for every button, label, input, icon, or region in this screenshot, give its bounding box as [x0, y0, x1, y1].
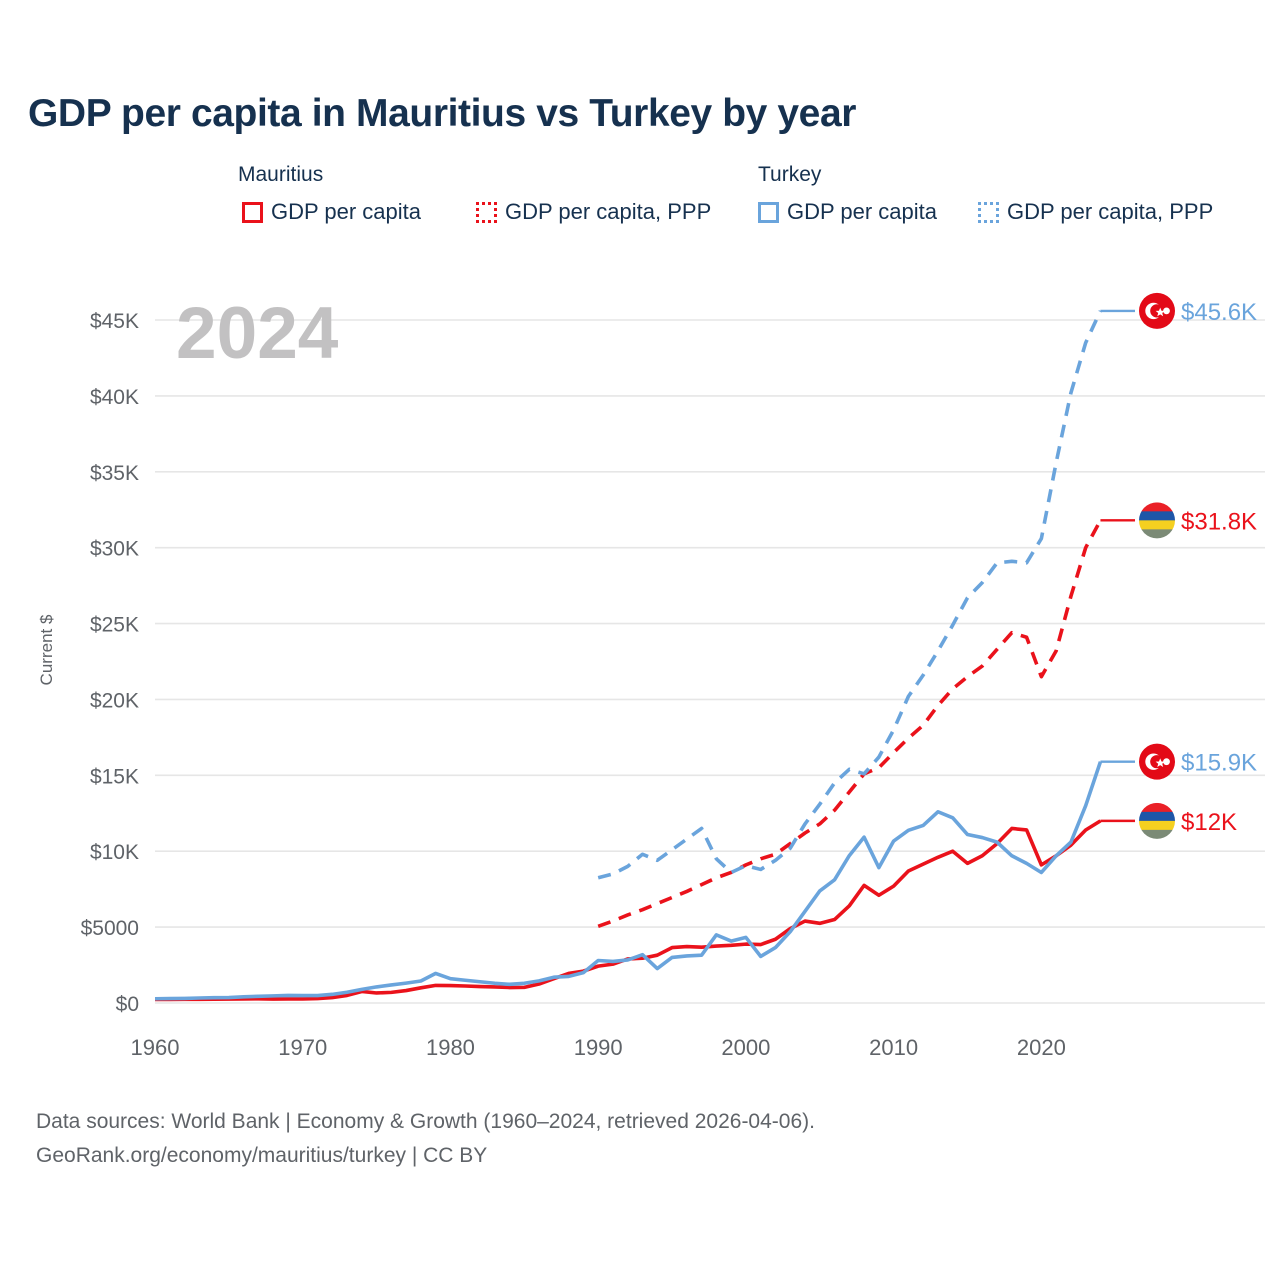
legend-item-turkey-gdp-ppp[interactable]: GDP per capita, PPP [978, 199, 1213, 225]
y-tick-label: $20K [90, 689, 139, 712]
y-tick-label: $30K [90, 538, 139, 561]
x-tick-label: 1960 [131, 1035, 180, 1060]
end-label-turkey: $15.9K [1100, 743, 1257, 780]
legend-group-headings: Mauritius Turkey [238, 163, 1268, 191]
x-tick-label: 2020 [1017, 1035, 1066, 1060]
series-line [154, 761, 1103, 1001]
legend-item-mauritius-gdp-ppp[interactable]: GDP per capita, PPP [476, 199, 711, 225]
y-tick-label: $5000 [81, 917, 139, 940]
legend-items: GDP per capita GDP per capita, PPP GDP p… [238, 199, 1268, 233]
end-label-mauritius: $12K [1100, 802, 1237, 839]
legend-label: GDP per capita, PPP [505, 199, 712, 224]
end-label-value: $12K [1181, 809, 1237, 836]
y-tick-label: $25K [90, 614, 139, 637]
end-label-value: $45.6K [1181, 299, 1257, 326]
legend-label: GDP per capita, PPP [1007, 199, 1214, 224]
legend-label: GDP per capita [787, 199, 938, 224]
legend-item-turkey-gdp[interactable]: GDP per capita [758, 199, 937, 225]
legend-label: GDP per capita [271, 199, 422, 224]
x-tick-label: 2000 [721, 1035, 770, 1060]
y-axis-ticks: $45K $40K $35K $30K $25K $20K $15K $10K $5000 $0 [81, 310, 139, 1016]
footer-sources: Data sources: World Bank | Economy & Gro… [36, 1105, 815, 1173]
legend-swatch-dotted-blue [978, 201, 999, 223]
line-chart-svg: 2024 $45K $40K $35K $30K $25K $20K $15K $10K $50… [37, 292, 1265, 1060]
x-tick-label: 1990 [574, 1035, 623, 1060]
y-tick-label: $40K [90, 386, 139, 409]
gridlines [155, 319, 1265, 1004]
flag-icon-turkey [1139, 292, 1175, 329]
series-line [597, 519, 1103, 929]
y-axis-label: Current $ [37, 614, 56, 685]
series-line [154, 819, 1102, 1002]
legend-swatch-dotted-red [476, 201, 497, 223]
flag-icon-turkey [1139, 743, 1175, 780]
series-lines [154, 310, 1103, 1002]
year-watermark: 2024 [176, 293, 339, 374]
legend-group-mauritius: Mauritius [238, 163, 324, 186]
flag-icon-mauritius [1139, 502, 1175, 539]
legend-group-turkey: Turkey [758, 163, 822, 186]
footer-line-2: GeoRank.org/economy/mauritius/turkey | C… [36, 1144, 488, 1167]
series-line [597, 310, 1103, 880]
y-tick-label: $10K [90, 841, 139, 864]
end-label-value: $31.8K [1181, 508, 1257, 535]
footer-line-1: Data sources: World Bank | Economy & Gro… [36, 1110, 815, 1133]
page-title: GDP per capita in Mauritius vs Turkey by… [28, 92, 857, 135]
legend-item-mauritius-gdp[interactable]: GDP per capita [242, 199, 421, 225]
y-tick-label: $35K [90, 462, 139, 485]
end-label-turkey: $45.6K [1100, 292, 1257, 329]
legend-swatch-solid-blue [758, 201, 779, 223]
y-tick-label: $45K [90, 310, 139, 333]
x-axis-ticks: 1960 1970 1980 1990 2000 2010 2020 [131, 1035, 1066, 1060]
x-tick-label: 1980 [426, 1035, 475, 1060]
x-tick-label: 1970 [278, 1035, 327, 1060]
legend-swatch-solid-red [242, 201, 263, 223]
chart-legend: Mauritius Turkey GDP per capita GDP per … [238, 163, 1268, 233]
end-labels: $45.6K $31.8K $15.9K $12K [1100, 292, 1257, 839]
x-tick-label: 2010 [869, 1035, 918, 1060]
end-label-mauritius: $31.8K [1100, 502, 1257, 539]
y-tick-label: $0 [116, 993, 139, 1016]
end-label-value: $15.9K [1181, 750, 1257, 777]
y-tick-label: $15K [90, 765, 139, 788]
flag-icon-mauritius [1139, 802, 1175, 839]
